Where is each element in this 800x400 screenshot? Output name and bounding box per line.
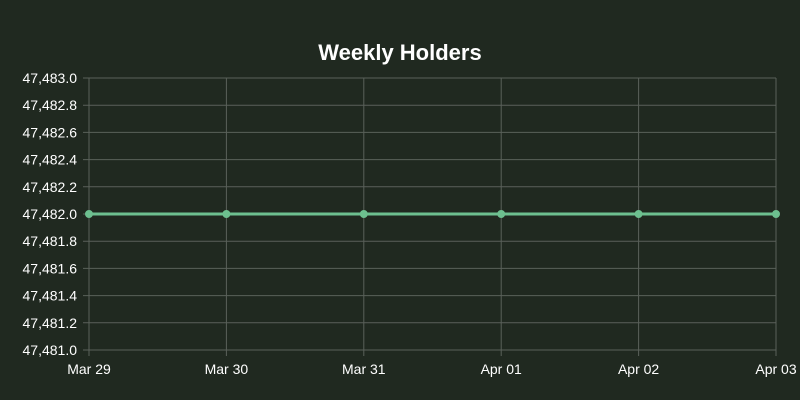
series xyxy=(85,210,780,218)
y-tick-label: 47,483.0 xyxy=(23,70,78,86)
y-tick-label: 47,481.0 xyxy=(23,342,78,358)
grid xyxy=(83,77,777,356)
x-tick-label: Mar 30 xyxy=(205,361,249,377)
chart-title: Weekly Holders xyxy=(318,40,482,65)
y-axis-ticks: 47,481.0 47,481.2 47,481.4 47,481.6 47,481.8… xyxy=(23,70,78,358)
data-point xyxy=(222,210,231,218)
data-point xyxy=(359,210,368,218)
y-tick-label: 47,481.6 xyxy=(23,260,78,276)
x-tick-label: Apr 01 xyxy=(481,361,522,377)
data-point xyxy=(85,210,93,218)
x-tick-label: Apr 03 xyxy=(755,361,796,377)
data-point xyxy=(772,210,780,218)
data-point xyxy=(497,210,506,218)
x-tick-label: Mar 29 xyxy=(67,361,111,377)
x-tick-label: Mar 31 xyxy=(342,361,386,377)
y-tick-label: 47,482.6 xyxy=(23,124,78,140)
data-point xyxy=(634,210,643,218)
y-tick-label: 47,481.2 xyxy=(23,315,78,331)
x-axis-ticks: Mar 29 Mar 30 Mar 31 Apr 01 Apr 02 Apr 03 xyxy=(67,361,797,377)
y-tick-label: 47,482.4 xyxy=(23,152,78,168)
x-tick-label: Apr 02 xyxy=(618,361,659,377)
y-tick-label: 47,482.2 xyxy=(23,179,78,195)
y-tick-label: 47,481.8 xyxy=(23,233,78,249)
y-tick-label: 47,482.0 xyxy=(23,206,78,222)
y-tick-label: 47,482.8 xyxy=(23,97,78,113)
y-tick-label: 47,481.4 xyxy=(23,288,78,304)
